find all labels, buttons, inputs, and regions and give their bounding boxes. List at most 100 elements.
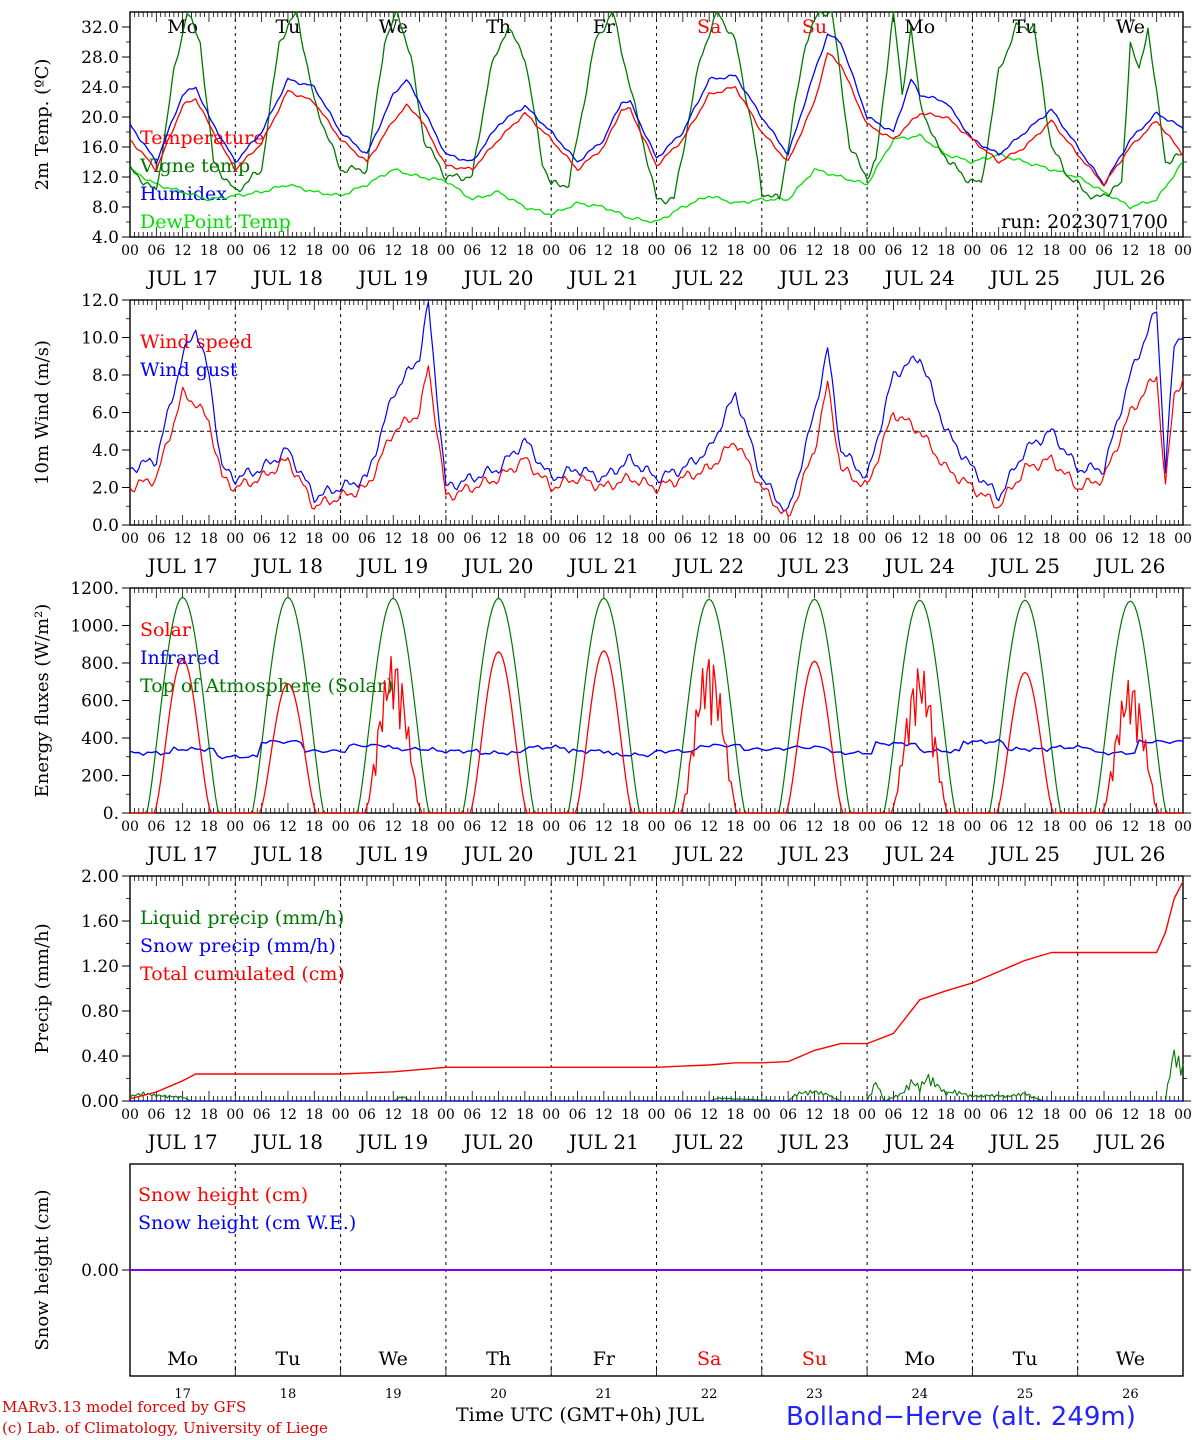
hour-tick-label: 00 [121, 531, 139, 547]
hour-tick-label: 12 [1121, 819, 1139, 835]
hour-tick-label: 06 [569, 531, 587, 547]
hour-tick-label: 06 [253, 531, 271, 547]
hour-tick-label: 12 [279, 531, 297, 547]
hour-tick-label: 12 [490, 243, 508, 259]
hour-tick-label: 06 [463, 819, 481, 835]
y-tick-label: 2.00 [81, 867, 119, 887]
hour-tick-label: 06 [463, 243, 481, 259]
date-label: JUL 25 [988, 842, 1060, 866]
y-tick-label: 1.60 [81, 912, 119, 932]
y-tick-label: 200. [81, 767, 119, 787]
y-axis-title: 10m Wind (m/s) [32, 340, 53, 485]
hour-tick-label: 12 [1016, 531, 1034, 547]
hour-tick-label: 00 [648, 243, 666, 259]
hour-tick-label: 06 [674, 531, 692, 547]
legend-entry: Wind gust [140, 359, 238, 381]
weekday-label-bottom: Th [486, 1348, 511, 1370]
hour-tick-label: 18 [1042, 819, 1060, 835]
hour-tick-label: 06 [569, 819, 587, 835]
hour-tick-label: 06 [569, 1107, 587, 1123]
hour-tick-label: 12 [911, 819, 929, 835]
day-number-label: 19 [385, 1387, 402, 1402]
hour-tick-label: 12 [806, 819, 824, 835]
series-wind-speed [129, 365, 1184, 517]
weekday-label-bottom: Sa [697, 1348, 721, 1370]
hour-tick-label: 06 [358, 819, 376, 835]
hour-tick-label: 12 [1121, 531, 1139, 547]
weekday-label-bottom: Tu [275, 1348, 300, 1370]
hour-tick-label: 00 [437, 243, 455, 259]
hour-tick-label: 12 [490, 1107, 508, 1123]
date-label: JUL 20 [462, 1130, 534, 1154]
date-label: JUL 17 [146, 842, 218, 866]
day-number-label: 24 [911, 1387, 928, 1402]
date-label: JUL 23 [777, 842, 849, 866]
hour-tick-label: 06 [1095, 1107, 1113, 1123]
hour-tick-label: 18 [200, 243, 218, 259]
date-label: JUL 21 [567, 842, 639, 866]
legend-entry: Total cumulated (cm) [140, 963, 345, 985]
y-tick-label: 20.0 [81, 108, 119, 128]
hour-tick-label: 06 [253, 819, 271, 835]
date-label: JUL 20 [462, 554, 534, 578]
legend-entry: Temperature [140, 127, 264, 149]
hour-tick-label: 00 [121, 243, 139, 259]
hour-tick-label: 18 [411, 819, 429, 835]
y-tick-label: 6.0 [92, 404, 119, 424]
hour-tick-label: 18 [305, 531, 323, 547]
hour-tick-label: 12 [1016, 243, 1034, 259]
y-tick-label: 0.40 [81, 1047, 119, 1067]
y-tick-label: 4.0 [92, 441, 119, 461]
hour-tick-label: 18 [937, 243, 955, 259]
hour-tick-label: 18 [727, 243, 745, 259]
hour-tick-label: 12 [279, 243, 297, 259]
hour-tick-label: 12 [700, 819, 718, 835]
date-label: JUL 20 [462, 266, 534, 290]
lab-credit: (c) Lab. of Climatology, University of L… [2, 1419, 328, 1437]
hour-tick-label: 18 [832, 243, 850, 259]
hour-tick-label: 00 [1174, 531, 1192, 547]
hour-tick-label: 00 [226, 531, 244, 547]
hour-tick-label: 18 [621, 243, 639, 259]
hour-tick-label: 18 [305, 243, 323, 259]
weekday-label-bottom: Tu [1013, 1348, 1038, 1370]
hour-tick-label: 18 [200, 1107, 218, 1123]
series-humidex [129, 33, 1184, 187]
hour-tick-label: 06 [885, 531, 903, 547]
day-number-label: 25 [1017, 1387, 1034, 1402]
y-tick-label: 12.0 [81, 291, 119, 311]
hour-tick-label: 00 [332, 531, 350, 547]
weekday-label-bottom: Su [802, 1348, 827, 1370]
hour-tick-label: 18 [937, 819, 955, 835]
hour-tick-label: 00 [1069, 1107, 1087, 1123]
hour-tick-label: 18 [832, 1107, 850, 1123]
y-axis-title: Energy fluxes (W/m²) [32, 604, 53, 798]
date-label: JUL 24 [883, 842, 955, 866]
hour-tick-label: 06 [779, 243, 797, 259]
hour-tick-label: 06 [358, 531, 376, 547]
hour-tick-label: 18 [1148, 531, 1166, 547]
hour-tick-label: 12 [700, 531, 718, 547]
legend-entry: DewPoint Temp [140, 211, 291, 233]
hour-tick-label: 00 [332, 819, 350, 835]
hour-tick-label: 12 [174, 1107, 192, 1123]
date-label: JUL 18 [251, 554, 323, 578]
hour-tick-label: 00 [963, 819, 981, 835]
hour-tick-label: 06 [1095, 243, 1113, 259]
hour-tick-label: 00 [121, 819, 139, 835]
hour-tick-label: 06 [147, 819, 165, 835]
date-label: JUL 23 [777, 554, 849, 578]
weekday-label-bottom: We [1116, 1348, 1145, 1370]
series-dewpoint-temp [129, 133, 1184, 224]
hour-tick-label: 00 [753, 243, 771, 259]
hour-tick-label: 06 [1095, 819, 1113, 835]
hour-tick-label: 06 [990, 243, 1008, 259]
y-tick-label: 8.0 [92, 198, 119, 218]
date-label: JUL 25 [988, 554, 1060, 578]
hour-tick-label: 00 [332, 1107, 350, 1123]
hour-tick-label: 06 [147, 1107, 165, 1123]
hour-tick-label: 00 [648, 531, 666, 547]
legend-entry: Snow height (cm W.E.) [138, 1212, 356, 1234]
date-label: JUL 22 [672, 842, 744, 866]
y-tick-label: 1000. [70, 617, 119, 637]
